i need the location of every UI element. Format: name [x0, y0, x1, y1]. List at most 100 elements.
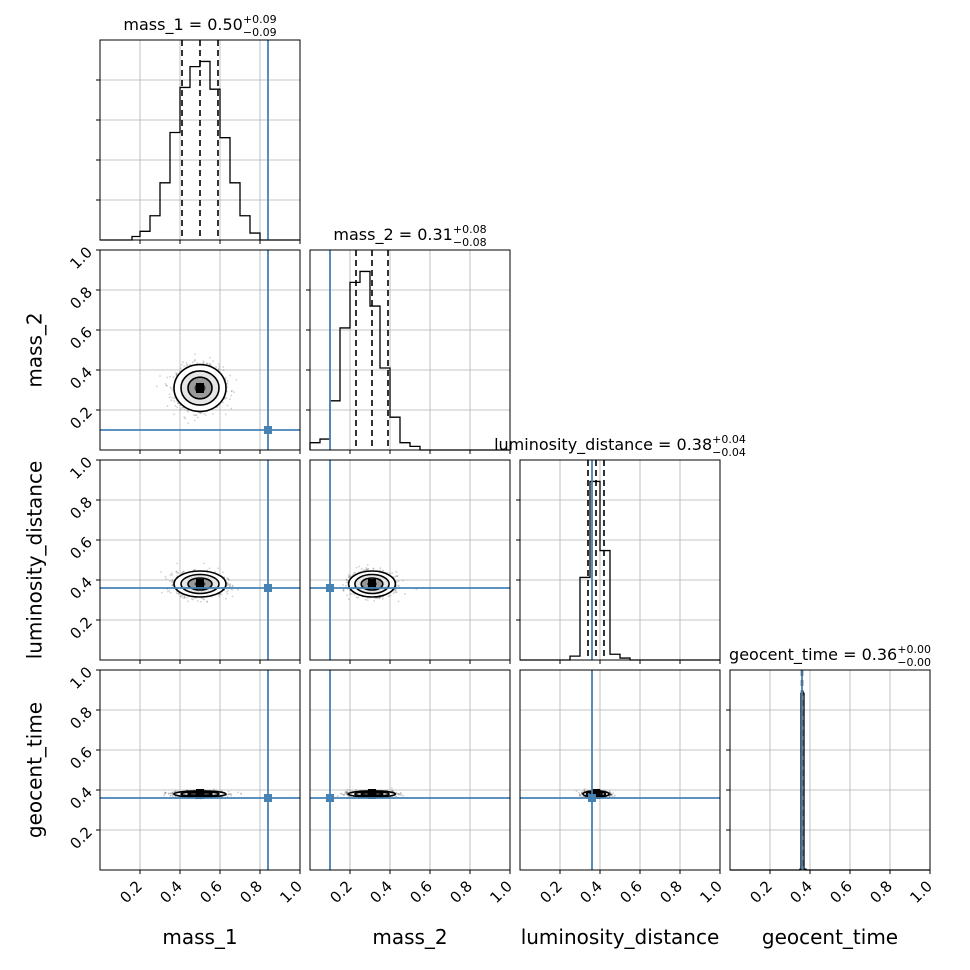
sample-point	[175, 374, 178, 376]
sample-point	[397, 580, 400, 583]
sample-point	[365, 567, 368, 569]
y-tick-label: 0.2	[66, 403, 96, 433]
sample-point	[183, 365, 186, 368]
sample-point	[183, 408, 186, 411]
sample-point	[222, 571, 224, 574]
sample-point	[225, 591, 228, 593]
sample-point	[165, 384, 168, 387]
sample-point	[196, 416, 199, 419]
sample-point	[165, 577, 168, 580]
sample-point	[392, 592, 395, 595]
sample-point	[208, 363, 211, 365]
sample-point	[194, 414, 197, 417]
sample-point	[231, 595, 234, 598]
sample-point	[171, 584, 174, 586]
sample-point	[200, 600, 202, 603]
y-tick-label: 0.8	[66, 493, 96, 523]
panel-frame	[99, 249, 301, 451]
sample-point	[342, 589, 345, 592]
sample-point	[222, 401, 224, 404]
sample-point	[382, 597, 384, 600]
panel-mass_2-luminosity_distance	[309, 459, 511, 664]
sample-point	[186, 409, 189, 412]
sample-point	[218, 368, 220, 371]
sample-point	[159, 375, 161, 377]
sample-point	[226, 380, 229, 382]
panel-mass_2-mass_2	[306, 249, 511, 454]
sample-point	[353, 572, 355, 574]
sample-point	[394, 591, 397, 594]
sample-point	[231, 389, 233, 392]
histogram-step	[100, 60, 300, 241]
y-tick-label: 0.2	[66, 613, 96, 643]
y-tick-label: 0.4	[66, 363, 96, 393]
sample-point	[226, 592, 229, 595]
sample-point	[230, 394, 233, 397]
sample-point	[220, 593, 223, 596]
sample-point	[171, 574, 174, 577]
sample-point	[387, 595, 390, 598]
sample-point	[179, 408, 182, 411]
sample-point	[201, 597, 203, 600]
sample-point	[171, 396, 173, 399]
sample-point	[194, 353, 196, 356]
sample-point	[200, 411, 203, 414]
panel-mass_1-luminosity_distance: 0.20.40.60.81.0	[66, 453, 301, 664]
sample-point	[202, 361, 205, 364]
sample-point	[179, 367, 182, 370]
sample-point	[222, 369, 225, 371]
sample-point	[205, 362, 208, 365]
sample-point	[345, 578, 348, 581]
density-peak	[196, 383, 204, 393]
sample-point	[181, 406, 184, 409]
sample-point	[230, 407, 233, 410]
sample-point	[237, 588, 239, 591]
sample-point	[174, 404, 177, 407]
sample-point	[208, 567, 211, 570]
sample-point	[360, 568, 363, 570]
sample-point	[199, 412, 202, 414]
sample-point	[231, 585, 234, 588]
sample-point	[203, 562, 206, 565]
sample-point	[217, 363, 220, 366]
truth-marker	[264, 584, 272, 592]
sample-point	[350, 593, 353, 596]
sample-point	[166, 376, 169, 379]
y-tick-label: 0.6	[66, 323, 96, 353]
sample-point	[173, 400, 176, 403]
sample-point	[186, 596, 188, 599]
sample-point	[182, 571, 185, 573]
panel-frame	[99, 459, 301, 661]
sample-point	[168, 589, 171, 592]
sample-point	[169, 591, 172, 594]
histogram-step	[309, 270, 510, 451]
sample-point	[389, 594, 391, 597]
sample-point	[218, 365, 221, 368]
sample-point	[172, 376, 175, 378]
sample-point	[348, 576, 351, 578]
histogram-step	[520, 480, 720, 661]
sample-point	[177, 402, 179, 405]
panel-luminosity_distance-luminosity_distance	[516, 459, 721, 664]
sample-point	[349, 592, 352, 595]
sample-point	[366, 599, 369, 602]
sample-point	[176, 592, 178, 595]
y-tick-label: 1.0	[66, 453, 96, 483]
sample-point	[167, 590, 169, 593]
sample-point	[164, 575, 167, 578]
sample-point	[391, 572, 394, 574]
sample-point	[396, 575, 398, 578]
y-tick-label: 1.0	[66, 243, 96, 273]
sample-point	[226, 386, 229, 388]
sample-point	[401, 579, 404, 582]
sample-point	[230, 390, 233, 393]
sample-point	[217, 368, 220, 371]
sample-point	[175, 371, 177, 374]
sample-point	[358, 565, 361, 568]
sample-point	[229, 374, 232, 377]
sample-point	[355, 566, 358, 569]
sample-point	[169, 573, 172, 576]
sample-point	[226, 584, 229, 586]
sample-point	[379, 567, 382, 569]
